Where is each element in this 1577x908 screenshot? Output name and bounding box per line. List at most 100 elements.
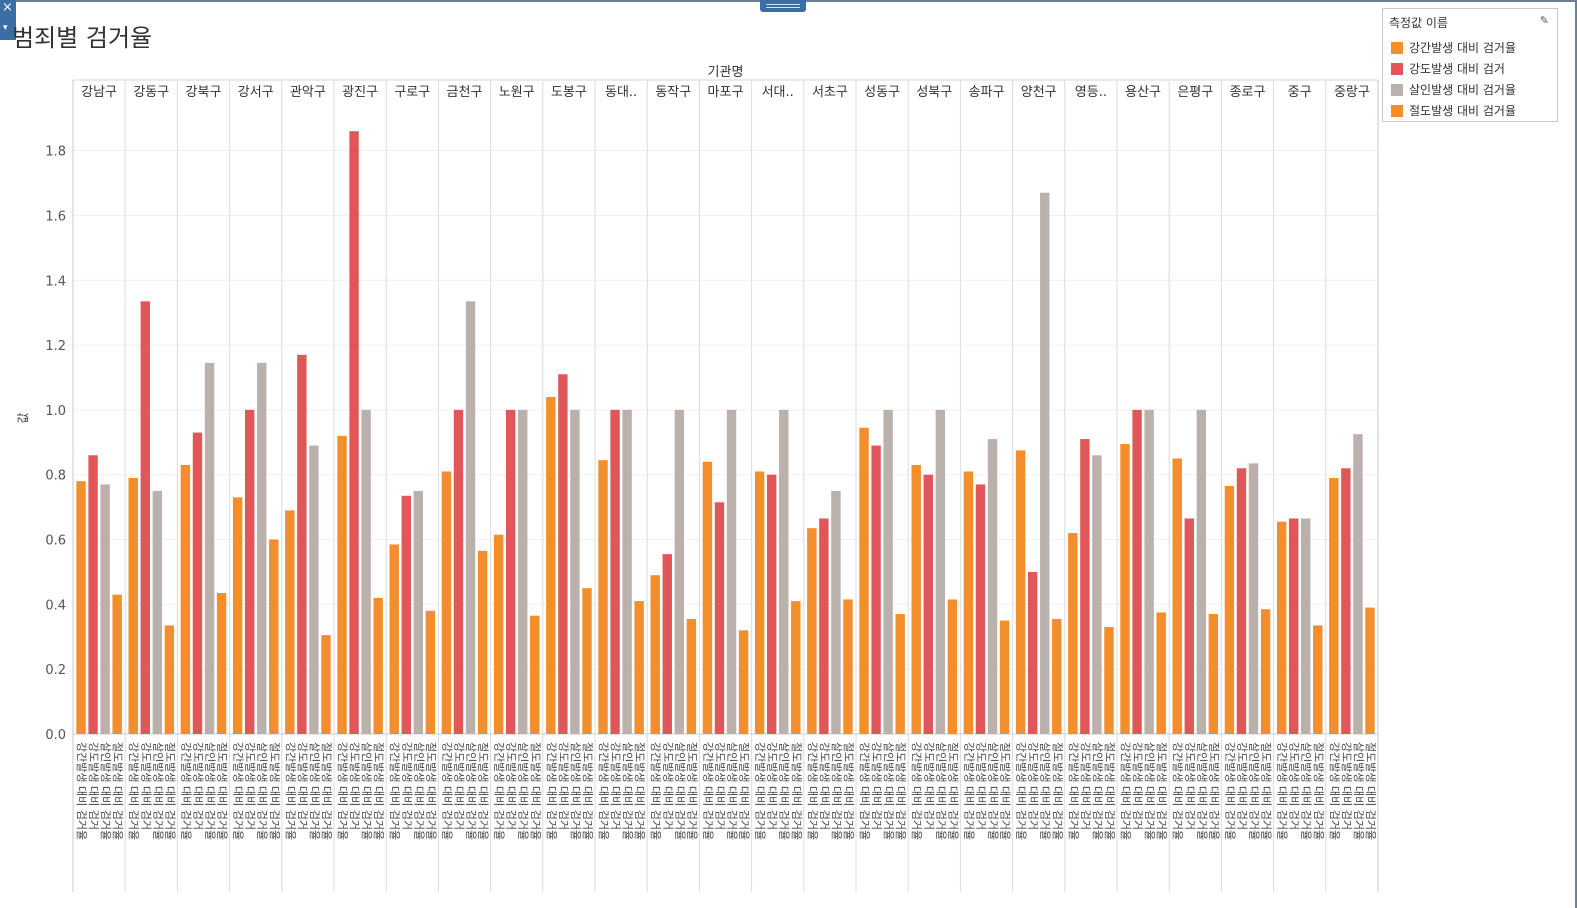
bar-서대..-3	[791, 601, 801, 734]
x-tick-label: 강간발생 대비 검거율	[858, 742, 871, 840]
x-tick-label: 절도발생 대비 검거율	[894, 742, 907, 840]
bar-강북구-2	[204, 362, 215, 734]
legend[interactable]: 측정값 이름 ✎ 강간발생 대비 검거율 강도발생 대비 검거 살인발생 대비 …	[1382, 8, 1558, 122]
x-tick-label: 강도발생 대비 검거	[1183, 742, 1196, 830]
x-tick-label: 절도발생 대비 검거율	[424, 742, 437, 840]
legend-label: 절도발생 대비 검거율	[1409, 104, 1516, 118]
bar-강북구-3	[216, 593, 227, 734]
bar-강동구-1	[140, 301, 150, 734]
bar-중랑구-0	[1329, 477, 1339, 734]
x-tick-label: 살인발생 대비 검거율	[569, 742, 582, 840]
window-right-border	[1575, 0, 1577, 908]
bar-구로구-3	[425, 610, 436, 734]
y-tick-label: 0.2	[45, 663, 66, 678]
x-tick-label: 강간발생 대비 검거율	[754, 742, 767, 840]
column-header-label: 구로구	[394, 85, 430, 100]
x-tick-label: 강도발생 대비 검거	[713, 742, 726, 830]
bar-광진구-0	[337, 435, 347, 734]
legend-swatch	[1391, 62, 1403, 75]
column-header-label: 동대..	[605, 85, 637, 100]
legend-title: 측정값 이름	[1389, 16, 1449, 30]
pencil-icon[interactable]: ✎	[1539, 14, 1549, 27]
legend-item[interactable]: 강간발생 대비 검거율	[1391, 37, 1516, 55]
bar-관악구-1	[297, 354, 307, 734]
x-tick-label: 절도발생 대비 검거율	[163, 742, 176, 840]
legend-item[interactable]: 절도발생 대비 검거율	[1391, 100, 1516, 118]
bar-동대..-0	[598, 460, 608, 734]
x-tick-label: 강간발생 대비 검거율	[232, 742, 245, 840]
bar-영등..-3	[1104, 627, 1114, 734]
legend-item[interactable]: 강도발생 대비 검거	[1391, 58, 1505, 76]
column-header-label: 강남구	[81, 85, 117, 100]
bar-서초구-3	[843, 599, 853, 734]
x-tick-label: 살인발생 대비 검거율	[1091, 742, 1104, 840]
y-tick-label: 1.0	[45, 404, 66, 419]
x-tick-label: 절도발생 대비 검거율	[529, 742, 542, 840]
column-header-label: 마포구	[708, 85, 744, 100]
x-tick-label: 강도발생 대비 검거	[400, 742, 413, 830]
close-icon[interactable]: ×	[2, 0, 13, 15]
bar-동대..-1	[610, 409, 620, 734]
chart-title: 범죄별 검거율	[12, 24, 153, 52]
x-tick-label: 절도발생 대비 검거율	[1207, 742, 1220, 840]
column-header-label: 중구	[1288, 85, 1312, 100]
x-tick-label: 살인발생 대비 검거율	[360, 742, 373, 840]
bar-은평구-3	[1208, 614, 1219, 734]
bar-성북구-2	[935, 409, 946, 734]
bar-도봉구-2	[570, 409, 580, 734]
column-header-label: 강북구	[186, 85, 222, 100]
bar-양천구-2	[1040, 192, 1050, 734]
x-tick-label: 강도발생 대비 검거	[139, 742, 152, 830]
bar-강서구-0	[232, 497, 243, 734]
x-tick-label: 강간발생 대비 검거율	[493, 742, 506, 840]
column-header-label: 양천구	[1021, 85, 1057, 100]
bar-서초구-0	[807, 528, 817, 734]
x-tick-label: 살인발생 대비 검거율	[204, 742, 217, 840]
bar-동작구-1	[662, 554, 672, 734]
x-tick-label: 살인발생 대비 검거율	[465, 742, 478, 840]
bar-서초구-1	[819, 518, 829, 734]
dropdown-icon[interactable]: ▾	[3, 23, 8, 33]
bar-구로구-0	[389, 544, 399, 734]
x-tick-label: 강간발생 대비 검거율	[440, 742, 453, 840]
x-tick-label: 강간발생 대비 검거율	[1276, 742, 1289, 840]
legend-item[interactable]: 살인발생 대비 검거율	[1391, 79, 1516, 97]
y-tick-label: 1.6	[45, 209, 66, 224]
x-tick-label: 강간발생 대비 검거율	[597, 742, 610, 840]
bar-중구-3	[1313, 625, 1323, 734]
drag-handle[interactable]	[760, 0, 806, 12]
column-header-title: 기관명	[708, 65, 744, 80]
x-tick-label: 절도발생 대비 검거율	[1155, 742, 1168, 840]
x-tick-label: 강간발생 대비 검거율	[388, 742, 401, 840]
bar-송파구-2	[987, 439, 998, 734]
bar-강북구-0	[180, 464, 191, 734]
bar-성북구-3	[947, 599, 958, 734]
bar-중랑구-2	[1353, 434, 1363, 734]
bar-마포구-3	[738, 630, 749, 734]
x-tick-label: 강간발생 대비 검거율	[701, 742, 714, 840]
x-tick-label: 절도발생 대비 검거율	[738, 742, 751, 840]
x-tick-label: 강도발생 대비 검거	[505, 742, 518, 830]
bar-강남구-1	[88, 455, 98, 734]
bar-양천구-1	[1027, 571, 1038, 734]
column-header-label: 강동구	[133, 85, 169, 100]
x-tick-label: 강도발생 대비 검거	[974, 742, 987, 830]
bar-광진구-3	[373, 597, 383, 734]
sheet-control[interactable]: × ▾	[0, 0, 16, 40]
x-tick-label: 살인발생 대비 검거율	[308, 742, 321, 840]
column-header-label: 영등..	[1075, 85, 1107, 100]
x-tick-label: 절도발생 대비 검거율	[268, 742, 281, 840]
bar-중구-2	[1301, 518, 1311, 734]
column-header-label: 관악구	[290, 85, 326, 100]
x-tick-label: 강간발생 대비 검거율	[545, 742, 558, 840]
y-axis-label: 값	[16, 412, 30, 423]
x-tick-label: 절도발생 대비 검거율	[946, 742, 959, 840]
bar-노원구-3	[530, 615, 540, 734]
bar-강서구-3	[269, 539, 279, 734]
bar-강동구-0	[128, 477, 138, 734]
x-tick-label: 강도발생 대비 검거	[1288, 742, 1301, 830]
x-tick-label: 살인발생 대비 검거율	[256, 742, 269, 840]
bar-금천구-3	[477, 550, 488, 734]
x-tick-label: 강도발생 대비 검거	[818, 742, 831, 830]
column-header-label: 강서구	[238, 85, 274, 100]
